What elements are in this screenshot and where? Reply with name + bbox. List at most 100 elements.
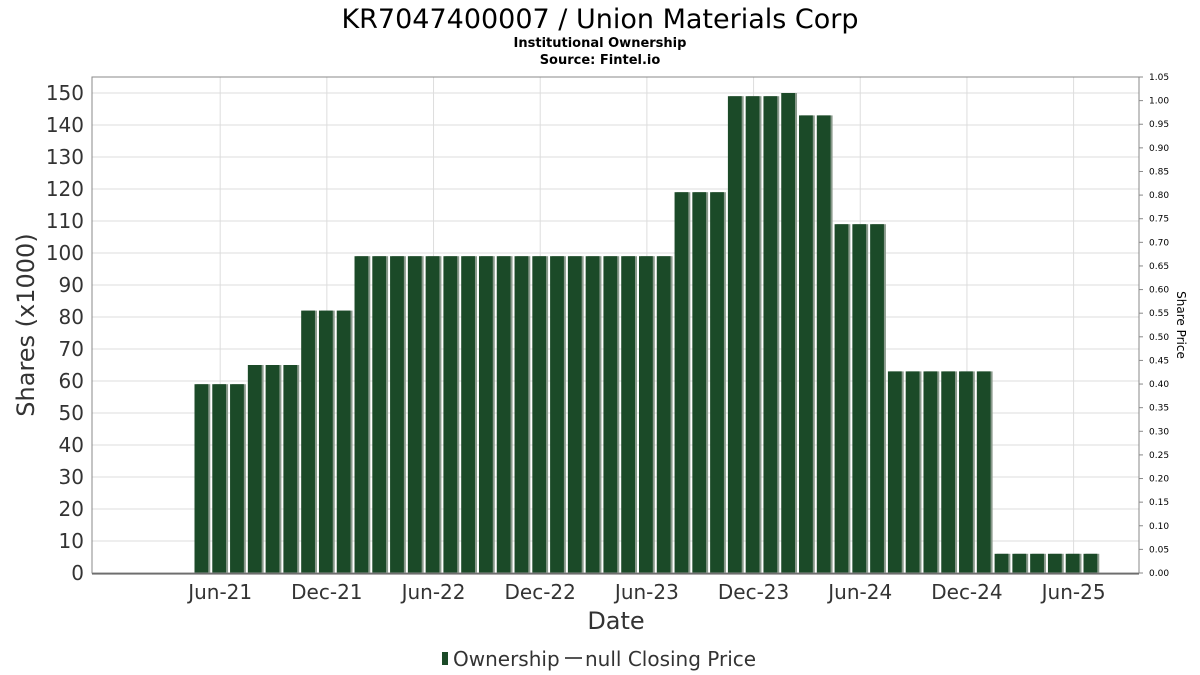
x-tick-label: Dec-22 (505, 580, 576, 604)
x-tick-label: Jun-24 (826, 580, 892, 604)
bar (639, 256, 653, 573)
bar (727, 96, 742, 573)
y2-tick-label: 0.90 (1149, 144, 1169, 154)
bar (674, 192, 689, 573)
y-tick-label: 50 (59, 401, 84, 425)
x-tick-label: Dec-23 (718, 580, 789, 604)
y-tick-label: 130 (46, 145, 84, 169)
y2-tick-label: 1.00 (1149, 97, 1169, 107)
y-axis-title: Shares (x1000) (12, 233, 40, 416)
y2-axis-title: Share Price (1174, 291, 1188, 359)
bar (1065, 553, 1080, 573)
bar (514, 256, 529, 573)
x-tick-label: Jun-23 (613, 580, 679, 604)
plot-frame (91, 76, 1140, 574)
legend-ownership-label: Ownership (453, 647, 560, 671)
bar (621, 256, 635, 573)
bar (692, 192, 707, 573)
y2-tick-label: 0.05 (1149, 545, 1169, 555)
bar (852, 224, 867, 573)
bar (834, 224, 849, 573)
bar (603, 256, 618, 573)
right-axis-ticks: 0.00 0.05 0.10 0.15 0.20 0.25 0.30 0.35 0.40 0.45… (1139, 73, 1169, 579)
bar (407, 256, 422, 573)
bar (567, 256, 582, 573)
y2-tick-label: 0.75 (1149, 215, 1169, 225)
x-tick-label: Dec-21 (291, 580, 362, 604)
y2-tick-label: 0.35 (1149, 404, 1169, 414)
y2-tick-label: 0.45 (1149, 356, 1169, 366)
chart-title: KR7047400007 / Union Materials Corp (341, 4, 858, 35)
bar (372, 256, 387, 573)
y2-tick-label: 0.80 (1149, 191, 1169, 201)
x-tick-label: Jun-21 (186, 580, 252, 604)
chart-subtitle-line-1: Institutional Ownership (514, 36, 687, 51)
legend-price-label: null Closing Price (585, 647, 756, 671)
bar (656, 256, 671, 573)
y2-tick-label: 0.30 (1149, 427, 1169, 437)
y-tick-label: 80 (59, 305, 84, 329)
bar (905, 371, 920, 573)
bar (923, 371, 938, 573)
y2-tick-label: 0.65 (1149, 262, 1169, 272)
bar (478, 256, 493, 573)
bar (710, 192, 724, 573)
bar (265, 365, 280, 573)
y2-tick-label: 0.60 (1149, 286, 1169, 296)
bar (959, 371, 973, 573)
bar (763, 96, 778, 573)
bar (887, 371, 902, 573)
bar (496, 256, 511, 573)
y2-tick-label: 0.15 (1149, 498, 1169, 508)
bar (1030, 553, 1044, 573)
ownership-bars (194, 93, 1100, 574)
bar (461, 256, 475, 573)
y2-tick-label: 1.05 (1149, 73, 1169, 83)
bar (550, 256, 564, 573)
bar (585, 256, 600, 573)
y2-tick-label: 0.95 (1149, 120, 1169, 130)
bar (745, 96, 760, 573)
y-tick-label: 150 (46, 81, 84, 105)
bar (1012, 553, 1027, 573)
bar (283, 365, 298, 573)
bar (230, 384, 244, 573)
y2-tick-label: 0.85 (1149, 167, 1169, 177)
bar (443, 256, 458, 573)
legend-ownership-swatch (442, 652, 448, 665)
bar (816, 115, 831, 574)
bar (1047, 553, 1062, 573)
y-tick-label: 110 (46, 209, 84, 233)
bar (212, 384, 227, 573)
y-tick-label: 140 (46, 113, 84, 137)
y-tick-label: 90 (59, 273, 84, 297)
y-tick-label: 30 (59, 465, 84, 489)
bar (390, 256, 404, 573)
y2-tick-label: 0.50 (1149, 333, 1169, 343)
y-tick-label: 100 (46, 241, 84, 265)
bar (354, 256, 369, 573)
bar (425, 256, 440, 573)
x-tick-label: Jun-25 (1040, 580, 1106, 604)
bar (1083, 553, 1098, 573)
bar (318, 310, 333, 573)
bar (941, 371, 956, 573)
y2-tick-label: 0.10 (1149, 522, 1169, 532)
y-tick-label: 60 (59, 369, 84, 393)
bar (799, 115, 813, 574)
y2-tick-label: 0.00 (1149, 569, 1169, 579)
bar (781, 93, 796, 573)
x-axis-ticks: Jun-21 Dec-21 Jun-22 Dec-22 Jun-23 Dec-23 Jun-… (186, 580, 1105, 604)
y2-tick-label: 0.70 (1149, 238, 1169, 248)
y-tick-label: 40 (59, 433, 84, 457)
bar (994, 553, 1009, 573)
y-tick-label: 20 (59, 497, 84, 521)
x-tick-label: Jun-22 (400, 580, 466, 604)
bar (532, 256, 547, 573)
bar (194, 384, 209, 573)
legend: Ownership null Closing Price (442, 647, 756, 671)
y2-tick-label: 0.40 (1149, 380, 1169, 390)
y2-tick-label: 0.55 (1149, 309, 1169, 319)
y2-tick-label: 0.25 (1149, 451, 1169, 461)
